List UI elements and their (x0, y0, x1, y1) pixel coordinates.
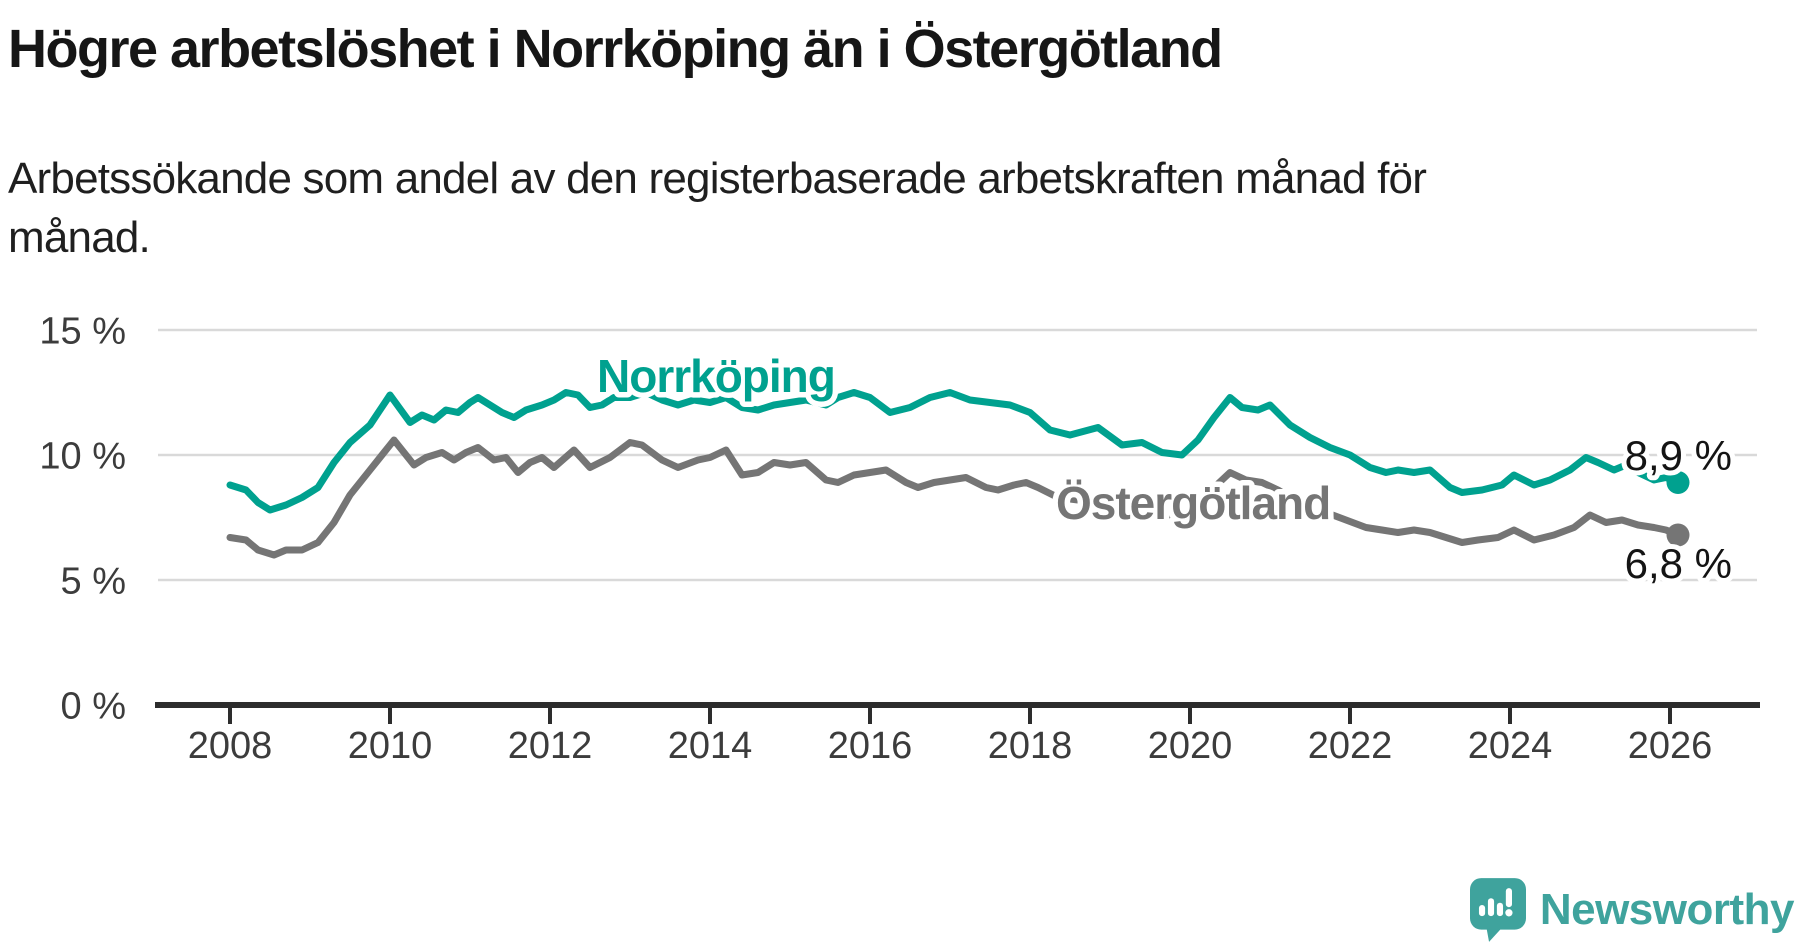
x-tick-label: 2026 (1628, 725, 1713, 767)
x-tick-label: 2022 (1308, 725, 1393, 767)
series-label-norrkoping: Norrköping (597, 350, 835, 402)
x-tick-label: 2018 (988, 725, 1073, 767)
x-tick-label: 2012 (508, 725, 593, 767)
y-tick-label: 15 % (39, 310, 126, 352)
x-tick-label: 2008 (188, 725, 273, 767)
end-value-label-ostergotland: 6,8 % (1625, 540, 1732, 587)
page-subtitle: Arbetssökande som andel av den registerb… (8, 154, 1427, 262)
x-tick-label: 2014 (668, 725, 753, 767)
logo-bar-medium (1496, 902, 1503, 917)
logo-exclamation-bar (1505, 888, 1512, 908)
newsworthy-logo-icon (1469, 878, 1526, 942)
x-tick-label: 2016 (828, 725, 913, 767)
series-label-ostergotland: Östergötland (1056, 477, 1330, 529)
logo-bar-small (1478, 904, 1485, 917)
end-dot-norrkoping (1666, 471, 1690, 494)
page-title: Högre arbetslöshet i Norrköping än i Öst… (8, 19, 1223, 79)
series-line-norrkoping (226, 389, 1682, 514)
logo-exclamation-dot (1505, 909, 1513, 917)
y-tick-label: 0 % (61, 685, 126, 727)
x-tick-label: 2024 (1468, 725, 1553, 767)
series-line-ostergotland (226, 436, 1682, 559)
logo-bar-tall (1487, 898, 1494, 917)
x-tick-label: 2010 (348, 725, 433, 767)
y-tick-label: 5 % (61, 560, 126, 602)
end-dot-ostergotland (1666, 523, 1690, 547)
x-tick-label: 2020 (1148, 725, 1233, 767)
brand-name: Newsworthy (1539, 885, 1795, 934)
newsworthy-brand: Newsworthy (1469, 878, 1795, 942)
y-tick-label: 10 % (39, 435, 126, 477)
end-value-label-norrkoping: 8,9 % (1625, 432, 1732, 479)
